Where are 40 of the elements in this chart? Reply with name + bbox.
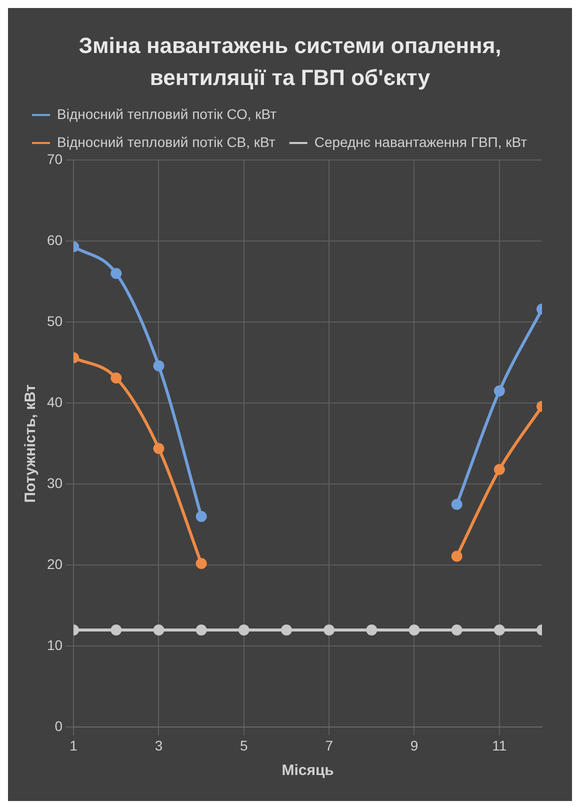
- x-tick-label: 7: [325, 737, 334, 754]
- point: [451, 498, 462, 510]
- point: [110, 372, 122, 384]
- point: [238, 624, 250, 636]
- legend-label: Середнє навантаження ГВП, кВт: [314, 134, 528, 150]
- point: [153, 442, 164, 454]
- point: [196, 558, 207, 570]
- point: [408, 624, 420, 636]
- point: [324, 624, 335, 636]
- point: [494, 464, 505, 476]
- y-tick-label: 70: [46, 150, 63, 167]
- point: [110, 268, 122, 279]
- y-tick-label: 10: [46, 637, 63, 654]
- y-axis-title: Потужність, кВт: [22, 384, 40, 503]
- point: [153, 360, 164, 372]
- chart-title: Зміна навантажень системи опалення, вентиляції та ГВП об'єкту: [78, 32, 502, 92]
- y-tick-label: 30: [46, 474, 63, 491]
- point: [451, 624, 462, 636]
- x-tick-label: 3: [154, 737, 163, 754]
- point: [110, 624, 122, 636]
- x-tick-label: 9: [410, 737, 418, 754]
- legend-label: Відносний тепловий потік СО, кВт: [57, 106, 278, 122]
- y-tick-label: 40: [46, 394, 63, 410]
- point: [196, 624, 207, 636]
- y-tick-label: 60: [46, 232, 63, 248]
- point: [366, 624, 378, 636]
- x-axis-title: Місяць: [282, 762, 334, 780]
- x-tick-label: 5: [240, 737, 248, 754]
- legend-label: Відносний тепловий потік СВ, кВт: [57, 134, 276, 150]
- x-tick-label: 1: [70, 737, 78, 754]
- x-tick-label: 11: [492, 737, 507, 754]
- point: [196, 511, 207, 522]
- y-tick-label: 50: [46, 312, 63, 329]
- y-tick-label: 0: [54, 718, 63, 734]
- point: [494, 385, 505, 396]
- point: [494, 624, 505, 636]
- point: [153, 624, 164, 636]
- y-tick-label: 20: [46, 556, 63, 572]
- point: [451, 550, 462, 562]
- point: [280, 624, 292, 636]
